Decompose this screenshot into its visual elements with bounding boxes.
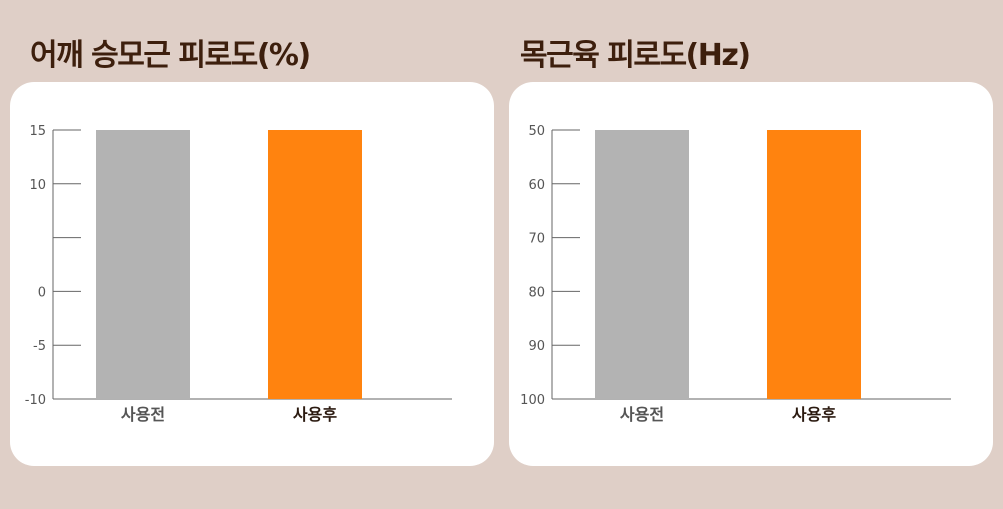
category-label: 사용전 <box>121 405 165 424</box>
category-label: 사용후 <box>792 405 836 424</box>
chart-title-neck: 목근육 피로도(Hz) <box>520 38 751 73</box>
y-tick-label: 15 <box>29 124 46 139</box>
y-tick-label: 50 <box>528 124 545 139</box>
y-tick-label: 80 <box>528 285 545 300</box>
chart-card-shoulder: 15 10 0 -5 -10 사용전 사용후 <box>10 82 494 466</box>
bar-before <box>96 130 190 399</box>
chart-title-shoulder: 어깨 승모근 피로도(%) <box>30 38 311 73</box>
y-tick-label: 90 <box>528 339 545 354</box>
y-tick-label: 0 <box>38 285 46 300</box>
y-tick-label: -5 <box>33 339 46 354</box>
bar-after <box>268 130 362 399</box>
category-label: 사용전 <box>620 405 664 424</box>
y-tick-label: 60 <box>528 178 545 193</box>
category-label: 사용후 <box>293 405 337 424</box>
y-tick-label: 70 <box>528 232 545 247</box>
y-tick-label: -10 <box>25 393 46 408</box>
bar-before <box>595 130 689 399</box>
y-tick-label: 100 <box>520 393 545 408</box>
bar-after <box>767 130 861 399</box>
chart-neck-fatigue: 50 60 70 80 90 100 사용전 사용후 <box>520 124 951 424</box>
chart-card-neck: 50 60 70 80 90 100 사용전 사용후 <box>509 82 993 466</box>
chart-shoulder-fatigue: 15 10 0 -5 -10 사용전 사용후 <box>25 124 452 424</box>
y-tick-label: 10 <box>29 178 46 193</box>
